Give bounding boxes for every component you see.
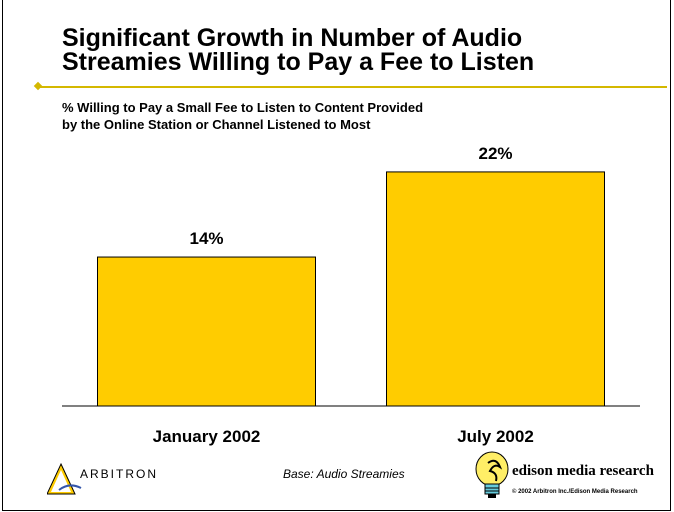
bar-value-label-2: 22%: [478, 144, 512, 163]
slide-border-right: [670, 0, 671, 511]
chart-subtitle-line-2: by the Online Station or Channel Listene…: [62, 117, 371, 132]
bar-2: [386, 171, 605, 407]
slide-border-left: [2, 0, 3, 511]
edison-lightbulb-icon: [475, 451, 509, 498]
arbitron-logo-icon: [47, 462, 82, 495]
arbitron-label: ARBITRON: [80, 467, 159, 481]
x-tick-label-1: January 2002: [153, 427, 261, 446]
title-rule: [40, 86, 667, 88]
x-tick-label-2: July 2002: [457, 427, 534, 446]
copyright-notice: © 2002 Arbitron Inc./Edison Media Resear…: [512, 489, 638, 495]
bar-1: [97, 256, 316, 407]
base-note: Base: Audio Streamies: [283, 467, 405, 481]
chart-subtitle: % Willing to Pay a Small Fee to Listen t…: [62, 99, 582, 133]
bar-value-label-1: 14%: [189, 229, 223, 248]
slide-title-line-1: Significant Growth in Number of Audio: [62, 24, 523, 52]
slide-border-bottom: [2, 510, 671, 511]
slide-title: Significant Growth in Number of Audio St…: [62, 24, 662, 76]
edison-label: edison media research: [512, 463, 654, 479]
chart-subtitle-line-1: % Willing to Pay a Small Fee to Listen t…: [62, 100, 424, 115]
slide-title-line-2: Streamies Willing to Pay a Fee to Listen: [62, 48, 535, 76]
